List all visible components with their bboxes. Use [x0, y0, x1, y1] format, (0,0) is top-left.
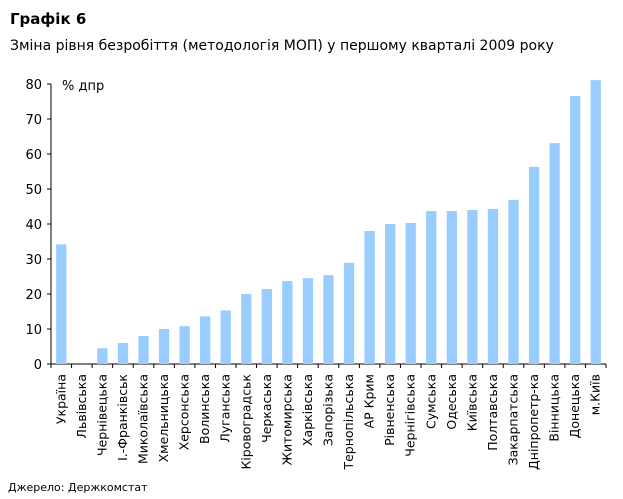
category-label: Чернігівська [403, 374, 418, 457]
bar [343, 262, 355, 364]
y-tick-label: 80 [25, 78, 42, 93]
y-tick-label: 70 [25, 113, 42, 128]
bar [302, 278, 314, 364]
bar [467, 210, 478, 364]
y-tick-label: 0 [34, 358, 42, 373]
category-label: Вінницька [547, 374, 562, 442]
category-label: Харківська [300, 374, 315, 446]
bar [590, 80, 601, 365]
category-label: Житомирська [279, 374, 294, 465]
category-label: Черкаська [259, 374, 274, 443]
category-label: м.Київ [588, 374, 603, 415]
category-label: Херсонська [177, 374, 192, 450]
bar [117, 343, 129, 364]
category-label: Луганська [218, 374, 233, 443]
bar [282, 281, 293, 364]
category-label: Одеська [444, 374, 459, 430]
y-tick-label: 20 [25, 288, 42, 303]
category-label: Рівненська [382, 374, 397, 446]
y-tick-label: 60 [25, 148, 42, 163]
bar [323, 275, 334, 364]
category-label: Кіровоградськ [238, 374, 253, 470]
y-tick-label: 40 [25, 218, 42, 233]
bar [241, 294, 252, 364]
bar [508, 199, 519, 364]
category-label: Хмельницька [156, 374, 171, 462]
bar [200, 316, 211, 364]
category-label: Запорізька [321, 374, 336, 446]
chart-title: Графік 6 [10, 10, 87, 28]
bar [570, 95, 581, 365]
bar [549, 143, 560, 364]
category-label: Миколаївська [136, 374, 151, 464]
category-label: АР Крим [362, 374, 377, 428]
category-label: Чернівецька [94, 374, 109, 456]
category-label: Тернопільська [341, 374, 356, 471]
y-tick-label: 10 [25, 323, 42, 338]
category-label: Київська [464, 374, 479, 431]
bar [426, 211, 437, 364]
bar [261, 289, 272, 364]
chart-subtitle: Зміна рівня безробіття (методологія МОП)… [10, 38, 554, 54]
category-label: Сумська [423, 374, 438, 429]
bar [138, 336, 149, 364]
category-label: Дніпропетр-ка [526, 374, 541, 470]
category-label: Львівська [74, 374, 89, 438]
category-label: Донецька [567, 374, 582, 438]
bar [364, 231, 375, 364]
bar [528, 166, 540, 364]
bar [446, 211, 457, 364]
category-label: Волинська [197, 374, 212, 444]
bar [487, 208, 499, 364]
y-tick-label: 50 [25, 183, 42, 198]
bar [385, 224, 396, 364]
bar [56, 244, 67, 364]
bar [220, 310, 231, 364]
bar [179, 326, 190, 364]
bar [405, 222, 416, 364]
source-note: Джерело: Держкомстат [8, 481, 148, 494]
bar [158, 329, 170, 364]
y-tick-label: 30 [25, 253, 42, 268]
category-label: І.-Франківськ [115, 374, 130, 461]
category-label: Україна [53, 374, 68, 424]
bar [97, 348, 108, 364]
category-label: Полтавська [485, 374, 500, 451]
category-label: Закарпатська [506, 374, 521, 465]
y-axis-label: % дпр [62, 79, 104, 94]
